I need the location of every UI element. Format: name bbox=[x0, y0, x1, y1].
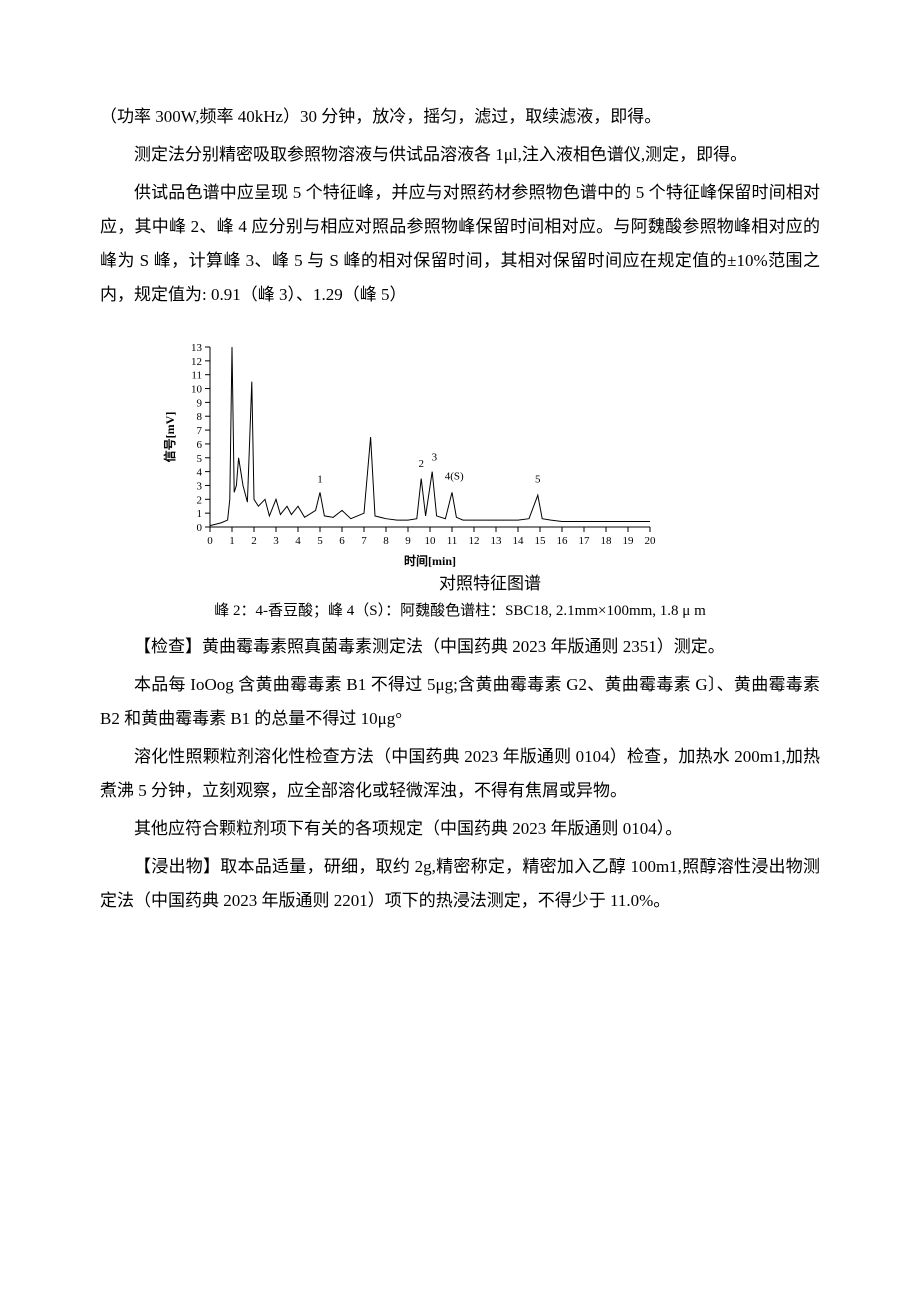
svg-text:13: 13 bbox=[191, 342, 203, 354]
paragraph-6: 溶化性照颗粒剂溶化性检查方法（中国药典 2023 年版通则 0104）检查，加热… bbox=[100, 740, 820, 808]
svg-text:19: 19 bbox=[623, 535, 635, 547]
paragraph-4: 【检查】黄曲霉毒素照真菌毒素测定法（中国药典 2023 年版通则 2351）测定… bbox=[100, 630, 820, 664]
svg-text:4: 4 bbox=[197, 467, 203, 479]
chromatogram-svg: 0123456789101112130123456789101112131415… bbox=[160, 337, 660, 567]
paragraph-8: 【浸出物】取本品适量，研细，取约 2g,精密称定，精密加入乙醇 100m1,照醇… bbox=[100, 850, 820, 918]
svg-text:1: 1 bbox=[197, 508, 203, 520]
svg-text:12: 12 bbox=[469, 535, 480, 547]
svg-text:4: 4 bbox=[295, 535, 301, 547]
svg-text:7: 7 bbox=[361, 535, 367, 547]
svg-text:15: 15 bbox=[535, 535, 547, 547]
svg-text:0: 0 bbox=[197, 522, 203, 534]
svg-text:7: 7 bbox=[197, 425, 203, 437]
svg-text:1: 1 bbox=[229, 535, 235, 547]
paragraph-5: 本品每 IoOog 含黄曲霉毒素 B1 不得过 5μg;含黄曲霉毒素 G2、黄曲… bbox=[100, 668, 820, 736]
svg-text:8: 8 bbox=[383, 535, 389, 547]
svg-text:9: 9 bbox=[405, 535, 411, 547]
paragraph-7: 其他应符合颗粒剂项下有关的各项规定（中国药典 2023 年版通则 0104）。 bbox=[100, 812, 820, 846]
svg-text:5: 5 bbox=[197, 453, 203, 465]
svg-text:20: 20 bbox=[645, 535, 657, 547]
svg-text:3: 3 bbox=[273, 535, 279, 547]
chart-subcaption: 峰 2：4-香豆酸；峰 4（S）：阿魏酸色谱柱：SBC18, 2.1mm×100… bbox=[100, 599, 820, 620]
svg-text:5: 5 bbox=[535, 473, 541, 485]
svg-text:17: 17 bbox=[579, 535, 591, 547]
svg-text:10: 10 bbox=[425, 535, 437, 547]
svg-text:4(S): 4(S) bbox=[445, 471, 464, 483]
chart-caption: 对照特征图谱 bbox=[160, 569, 820, 594]
svg-text:11: 11 bbox=[191, 370, 202, 382]
svg-text:3: 3 bbox=[432, 451, 438, 463]
svg-text:2: 2 bbox=[197, 494, 203, 506]
svg-text:6: 6 bbox=[339, 535, 345, 547]
svg-text:6: 6 bbox=[197, 439, 203, 451]
svg-text:14: 14 bbox=[513, 535, 525, 547]
svg-text:16: 16 bbox=[557, 535, 569, 547]
svg-text:9: 9 bbox=[197, 397, 203, 409]
page-body: （功率 300W,频率 40kHz）30 分钟，放冷，摇匀，滤过，取续滤液，即得… bbox=[0, 0, 920, 972]
svg-text:时间[min]: 时间[min] bbox=[404, 553, 456, 567]
svg-text:11: 11 bbox=[447, 535, 458, 547]
svg-text:10: 10 bbox=[191, 384, 203, 396]
svg-text:8: 8 bbox=[197, 411, 203, 423]
chromatogram-chart: 0123456789101112130123456789101112131415… bbox=[160, 337, 820, 594]
svg-text:0: 0 bbox=[207, 535, 213, 547]
svg-text:3: 3 bbox=[197, 480, 203, 492]
svg-text:信号[mV]: 信号[mV] bbox=[162, 412, 177, 463]
svg-text:12: 12 bbox=[191, 356, 202, 368]
paragraph-3: 供试品色谱中应呈现 5 个特征峰，并应与对照药材参照物色谱中的 5 个特征峰保留… bbox=[100, 176, 820, 312]
svg-text:1: 1 bbox=[317, 473, 323, 485]
svg-text:2: 2 bbox=[251, 535, 257, 547]
svg-text:2: 2 bbox=[418, 458, 424, 470]
paragraph-2: 测定法分别精密吸取参照物溶液与供试品溶液各 1μl,注入液相色谱仪,测定，即得。 bbox=[100, 138, 820, 172]
paragraph-1: （功率 300W,频率 40kHz）30 分钟，放冷，摇匀，滤过，取续滤液，即得… bbox=[100, 100, 820, 134]
svg-text:18: 18 bbox=[601, 535, 613, 547]
svg-text:13: 13 bbox=[491, 535, 503, 547]
svg-text:5: 5 bbox=[317, 535, 323, 547]
